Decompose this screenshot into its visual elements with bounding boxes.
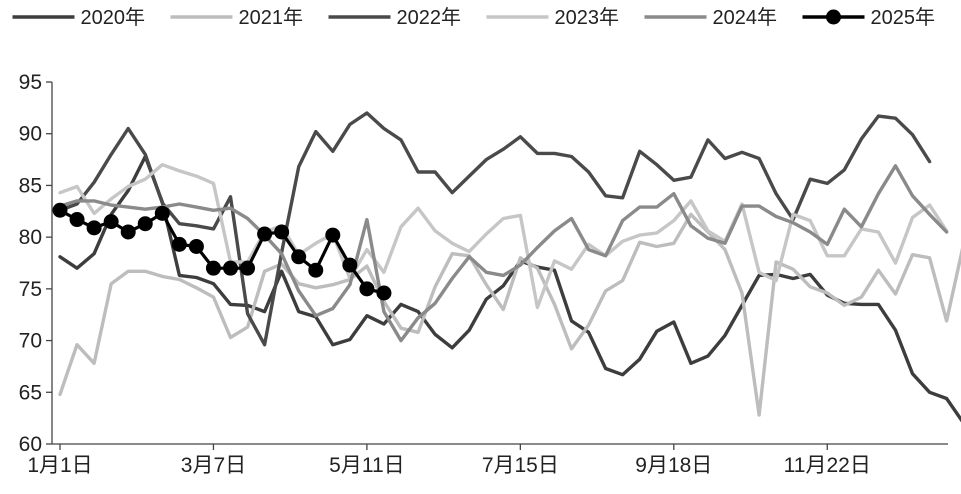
series-line-2024 — [58, 164, 949, 343]
legend-item: 2024年 — [644, 6, 778, 29]
data-point — [52, 202, 68, 218]
x-tick-label: 11月22日 — [784, 454, 871, 477]
legend-label: 2022年 — [397, 6, 462, 29]
data-point — [154, 205, 170, 221]
legend-label: 2025年 — [871, 6, 936, 29]
y-tick-label: 90 — [19, 123, 42, 146]
x-tick-label: 1月1日 — [27, 454, 92, 477]
series-line-2022 — [58, 111, 932, 347]
legend-item: 2020年 — [12, 6, 146, 29]
data-point — [103, 214, 119, 230]
x-tick-label: 3月7日 — [181, 454, 246, 477]
x-tick-label: 9月18日 — [635, 454, 712, 477]
series-2024 — [58, 164, 949, 343]
series-2023 — [58, 162, 949, 310]
data-point — [342, 257, 358, 273]
series-line-2021 — [58, 212, 961, 417]
data-point — [376, 285, 392, 301]
series-line-2023 — [58, 162, 949, 310]
y-tick-label: 70 — [19, 330, 42, 353]
data-point — [137, 216, 153, 232]
plot-area — [52, 111, 961, 423]
series-2025 — [52, 202, 392, 301]
data-point — [86, 220, 102, 236]
legend-label: 2024年 — [713, 6, 778, 29]
y-tick-label: 95 — [19, 71, 42, 94]
series-line-2020 — [58, 154, 961, 423]
y-tick-label: 75 — [19, 278, 42, 301]
data-point — [69, 212, 85, 228]
data-point — [359, 281, 375, 297]
data-point — [308, 262, 324, 278]
legend-label: 2020年 — [81, 6, 146, 29]
legend-label: 2021年 — [239, 6, 304, 29]
data-point — [223, 260, 238, 276]
data-point — [120, 224, 136, 240]
data-point — [325, 227, 341, 243]
y-tick-label: 80 — [19, 226, 42, 249]
legend-marker — [826, 9, 841, 25]
data-point — [274, 224, 290, 240]
data-point — [257, 226, 273, 242]
legend-item: 2023年 — [486, 6, 620, 29]
legend-label: 2023年 — [555, 6, 620, 29]
legend-item: 2025年 — [802, 6, 936, 29]
x-tick-label: 5月11日 — [329, 454, 404, 477]
legend-item: 2022年 — [328, 6, 462, 29]
data-point — [291, 249, 307, 265]
y-tick-label: 60 — [19, 433, 42, 456]
data-point — [188, 238, 204, 254]
x-axis: 1月1日 3月7日 5月11日 7月15日 9月18日 11月22日 — [27, 443, 948, 477]
series-2022 — [58, 111, 932, 347]
data-point — [240, 260, 256, 276]
x-tick-label: 7月15日 — [482, 454, 559, 477]
legend: 2020年 2021年 2022年 2023年 2024年 2025年 — [12, 6, 936, 29]
data-point — [171, 236, 187, 252]
y-axis: 60 65 70 75 80 85 90 95 — [19, 71, 53, 456]
legend-item: 2021年 — [170, 6, 304, 29]
series-2021 — [58, 212, 961, 417]
y-tick-label: 65 — [19, 381, 42, 404]
y-tick-label: 85 — [19, 174, 42, 197]
series-2020 — [58, 154, 961, 423]
data-point — [205, 260, 221, 276]
